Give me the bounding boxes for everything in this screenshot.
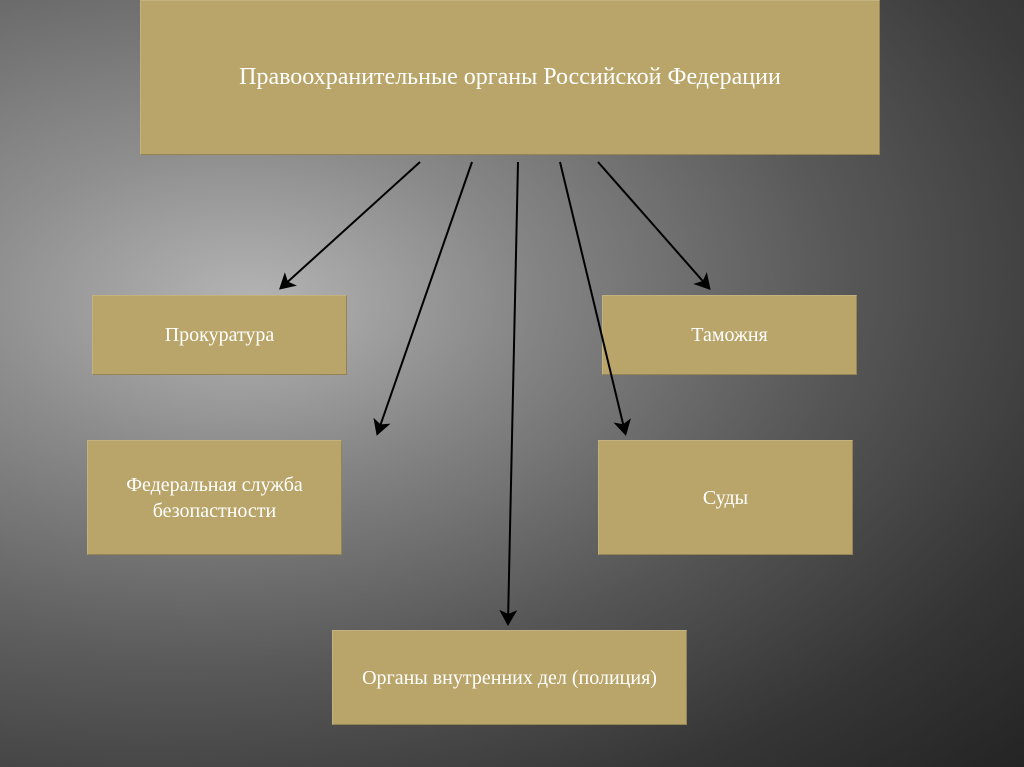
- edge-1: [378, 162, 472, 432]
- node-label-prosecutor: Прокуратура: [165, 322, 275, 348]
- node-customs: Таможня: [602, 295, 857, 375]
- node-label-courts: Суды: [703, 485, 748, 511]
- node-label-police: Органы внутренних дел (полиция): [362, 665, 657, 691]
- node-courts: Суды: [598, 440, 853, 555]
- node-prosecutor: Прокуратура: [92, 295, 347, 375]
- edge-0: [282, 162, 420, 287]
- node-police: Органы внутренних дел (полиция): [332, 630, 687, 725]
- diagram-title-box: Правоохранительные органы Российской Фед…: [140, 0, 880, 155]
- node-label-fsb: Федеральная служба безопастности: [103, 472, 326, 524]
- node-fsb: Федеральная служба безопастности: [87, 440, 342, 555]
- edge-4: [598, 162, 708, 287]
- edge-2: [508, 162, 518, 622]
- node-label-customs: Таможня: [691, 322, 767, 348]
- diagram-title-label: Правоохранительные органы Российской Фед…: [239, 64, 781, 91]
